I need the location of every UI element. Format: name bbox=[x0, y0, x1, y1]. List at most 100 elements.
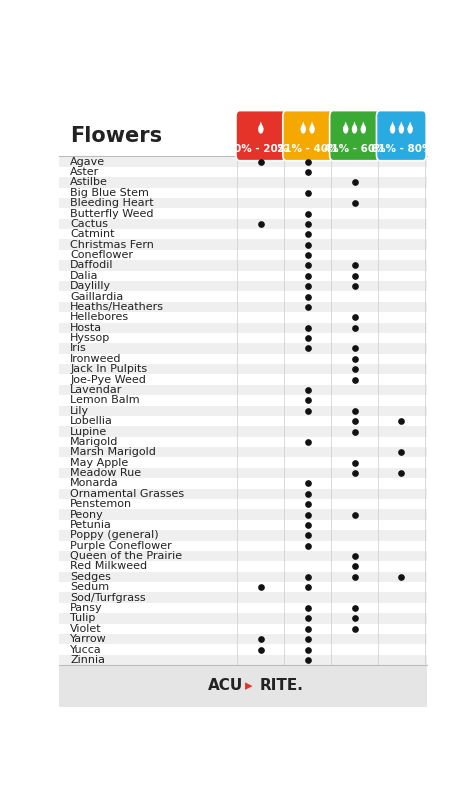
Text: RITE.: RITE. bbox=[259, 678, 303, 693]
Bar bbox=[59, 613, 427, 623]
Text: Heaths/Heathers: Heaths/Heathers bbox=[70, 302, 164, 312]
Text: Queen of the Prairie: Queen of the Prairie bbox=[70, 551, 182, 561]
Polygon shape bbox=[408, 121, 413, 129]
Text: Lily: Lily bbox=[70, 406, 90, 416]
Bar bbox=[59, 312, 427, 322]
Text: Cactus: Cactus bbox=[70, 219, 108, 229]
Text: Lupine: Lupine bbox=[70, 426, 108, 437]
Text: 21% - 40%: 21% - 40% bbox=[277, 144, 338, 153]
Text: ACU: ACU bbox=[208, 678, 243, 693]
Bar bbox=[59, 499, 427, 510]
Text: Lobellia: Lobellia bbox=[70, 416, 113, 426]
Bar bbox=[59, 364, 427, 375]
Bar bbox=[59, 416, 427, 426]
Bar bbox=[59, 488, 427, 499]
Bar bbox=[59, 426, 427, 437]
Bar bbox=[59, 198, 427, 208]
Bar bbox=[59, 561, 427, 572]
Bar bbox=[59, 572, 427, 582]
Bar bbox=[59, 447, 427, 457]
Polygon shape bbox=[390, 121, 395, 129]
Polygon shape bbox=[361, 121, 366, 129]
Text: Pansy: Pansy bbox=[70, 603, 103, 613]
Bar bbox=[59, 229, 427, 240]
Text: 41% - 60%: 41% - 60% bbox=[324, 144, 385, 153]
Text: Butterfly Weed: Butterfly Weed bbox=[70, 209, 154, 218]
Circle shape bbox=[352, 125, 357, 133]
Text: Marsh Marigold: Marsh Marigold bbox=[70, 447, 156, 457]
Bar bbox=[59, 623, 427, 634]
Text: Astilbe: Astilbe bbox=[70, 177, 108, 187]
FancyBboxPatch shape bbox=[376, 110, 426, 160]
Circle shape bbox=[390, 125, 395, 133]
Bar bbox=[59, 281, 427, 291]
Bar bbox=[59, 291, 427, 302]
Circle shape bbox=[361, 125, 366, 133]
Bar bbox=[59, 167, 427, 177]
Bar bbox=[59, 406, 427, 416]
Bar bbox=[59, 520, 427, 530]
Text: Meadow Rue: Meadow Rue bbox=[70, 468, 141, 478]
Bar bbox=[59, 634, 427, 644]
Text: Tulip: Tulip bbox=[70, 614, 96, 623]
Text: Hellebores: Hellebores bbox=[70, 312, 129, 322]
Circle shape bbox=[399, 125, 404, 133]
Text: Big Blue Stem: Big Blue Stem bbox=[70, 187, 149, 198]
Text: ▸: ▸ bbox=[245, 678, 252, 693]
Text: Dalia: Dalia bbox=[70, 271, 99, 281]
Text: Coneflower: Coneflower bbox=[70, 250, 133, 260]
Text: Zinnia: Zinnia bbox=[70, 655, 105, 665]
Bar bbox=[59, 218, 427, 229]
Text: Aster: Aster bbox=[70, 167, 100, 177]
Text: Catmint: Catmint bbox=[70, 229, 115, 239]
Bar bbox=[59, 468, 427, 478]
Text: Flowers: Flowers bbox=[70, 125, 163, 145]
Text: Red Milkweed: Red Milkweed bbox=[70, 561, 147, 572]
Bar bbox=[59, 353, 427, 364]
Bar bbox=[59, 187, 427, 198]
Text: Ironweed: Ironweed bbox=[70, 354, 122, 364]
Text: Purple Coneflower: Purple Coneflower bbox=[70, 541, 172, 551]
Text: Joe-Pye Weed: Joe-Pye Weed bbox=[70, 375, 146, 384]
Text: Jack In Pulpits: Jack In Pulpits bbox=[70, 364, 147, 374]
Text: Petunia: Petunia bbox=[70, 520, 112, 530]
Text: 0% - 20%: 0% - 20% bbox=[234, 144, 288, 153]
Text: Hosta: Hosta bbox=[70, 322, 102, 333]
Text: Monarda: Monarda bbox=[70, 479, 119, 488]
Text: Penstemon: Penstemon bbox=[70, 499, 132, 509]
Bar bbox=[59, 333, 427, 343]
Bar bbox=[59, 271, 427, 281]
Text: Agave: Agave bbox=[70, 156, 105, 167]
Text: Christmas Fern: Christmas Fern bbox=[70, 240, 154, 249]
Bar bbox=[59, 250, 427, 260]
Text: Violet: Violet bbox=[70, 624, 102, 634]
Text: Sedges: Sedges bbox=[70, 572, 111, 582]
Text: Sod/Turfgrass: Sod/Turfgrass bbox=[70, 592, 146, 603]
Polygon shape bbox=[258, 121, 264, 129]
Bar bbox=[59, 478, 427, 488]
FancyBboxPatch shape bbox=[283, 110, 333, 160]
Text: Gaillardia: Gaillardia bbox=[70, 291, 124, 302]
Text: Yarrow: Yarrow bbox=[70, 634, 107, 644]
Text: May Apple: May Apple bbox=[70, 457, 128, 468]
Bar bbox=[59, 541, 427, 551]
FancyBboxPatch shape bbox=[236, 110, 286, 160]
Text: Marigold: Marigold bbox=[70, 437, 118, 447]
Bar bbox=[59, 395, 427, 406]
Bar bbox=[59, 156, 427, 167]
Polygon shape bbox=[399, 121, 404, 129]
Bar bbox=[59, 260, 427, 271]
Bar bbox=[59, 208, 427, 218]
Text: Yucca: Yucca bbox=[70, 645, 102, 654]
Bar bbox=[59, 457, 427, 468]
Text: Hyssop: Hyssop bbox=[70, 333, 110, 343]
Polygon shape bbox=[352, 121, 357, 129]
Bar bbox=[59, 582, 427, 592]
Text: Iris: Iris bbox=[70, 344, 87, 353]
Polygon shape bbox=[343, 121, 348, 129]
Text: Sedum: Sedum bbox=[70, 582, 109, 592]
Circle shape bbox=[343, 125, 348, 133]
Polygon shape bbox=[310, 121, 315, 129]
Text: Ornamental Grasses: Ornamental Grasses bbox=[70, 489, 184, 499]
FancyBboxPatch shape bbox=[329, 110, 379, 160]
